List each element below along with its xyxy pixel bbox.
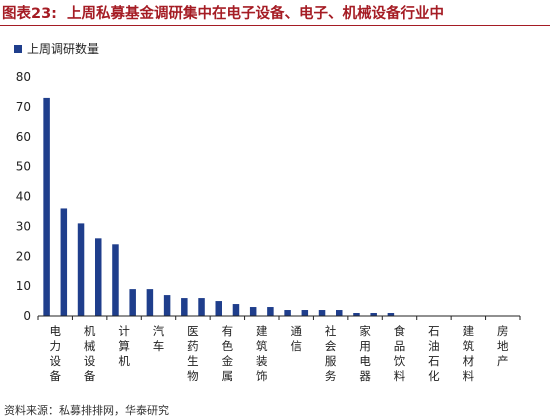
x-tick-label: 有色金属 xyxy=(222,324,234,383)
x-tick-label: 汽车 xyxy=(153,324,165,353)
bar xyxy=(181,298,188,316)
figure-title: 上周私募基金调研集中在电子设备、电子、机械设备行业中 xyxy=(66,6,444,22)
bar xyxy=(267,307,274,316)
legend-label: 上周调研数量 xyxy=(27,42,100,56)
bar xyxy=(318,310,326,316)
x-tick-label: 计算机 xyxy=(118,324,130,368)
x-tick-label: 建筑装饰 xyxy=(256,324,268,383)
x-tick-label: 医药生物 xyxy=(187,324,199,383)
y-tick-label: 10 xyxy=(16,279,31,293)
x-tick-label: 通信 xyxy=(290,324,302,353)
bar xyxy=(387,313,395,316)
bar-chart: 0 10 20 30 40 50 60 70 80 电力设备 机械设备 计算机 汽车 医药生物 有色金属 建筑… xyxy=(16,70,521,383)
bar xyxy=(112,244,119,316)
bar xyxy=(249,307,257,316)
x-tick-label: 石油石化 xyxy=(428,324,440,383)
bar xyxy=(336,310,343,316)
x-tick-label: 食品饮料 xyxy=(394,324,406,383)
bar xyxy=(215,301,222,316)
bar xyxy=(60,208,68,316)
legend-swatch xyxy=(14,44,22,53)
bar xyxy=(129,289,136,316)
figure-label: 图表23: xyxy=(2,6,57,22)
bar xyxy=(301,310,309,316)
bar xyxy=(232,304,240,316)
x-tick-label: 建筑材料 xyxy=(463,324,475,383)
x-tick-label: 家用电器 xyxy=(359,324,371,383)
x-tick-label: 房地产 xyxy=(497,324,509,368)
y-tick-label: 60 xyxy=(16,130,31,144)
y-tick-label: 0 xyxy=(23,309,31,323)
x-tick-label: 电力设备 xyxy=(49,324,61,383)
bar xyxy=(284,310,291,316)
y-tick-label: 30 xyxy=(16,219,31,233)
bar xyxy=(353,313,360,316)
figure-header: 图表23: 上周私募基金调研集中在电子设备、电子、机械设备行业中 xyxy=(0,0,550,26)
y-tick-label: 80 xyxy=(16,70,31,84)
bar xyxy=(77,223,85,316)
y-tick-label: 20 xyxy=(16,249,31,263)
y-tick-label: 70 xyxy=(16,100,31,114)
source-note: 资料来源：私募排排网，华泰研究 xyxy=(4,404,169,417)
x-tick-label: 机械设备 xyxy=(84,324,96,383)
bar xyxy=(370,313,377,316)
bar xyxy=(43,97,50,316)
bar xyxy=(95,238,102,316)
bar xyxy=(198,298,205,316)
bar xyxy=(146,289,154,316)
bar xyxy=(163,295,171,316)
x-tick-label: 社会服务 xyxy=(325,324,337,383)
y-tick-label: 50 xyxy=(16,160,31,174)
y-tick-label: 40 xyxy=(16,190,31,204)
chart-legend: 上周调研数量 xyxy=(14,40,99,57)
